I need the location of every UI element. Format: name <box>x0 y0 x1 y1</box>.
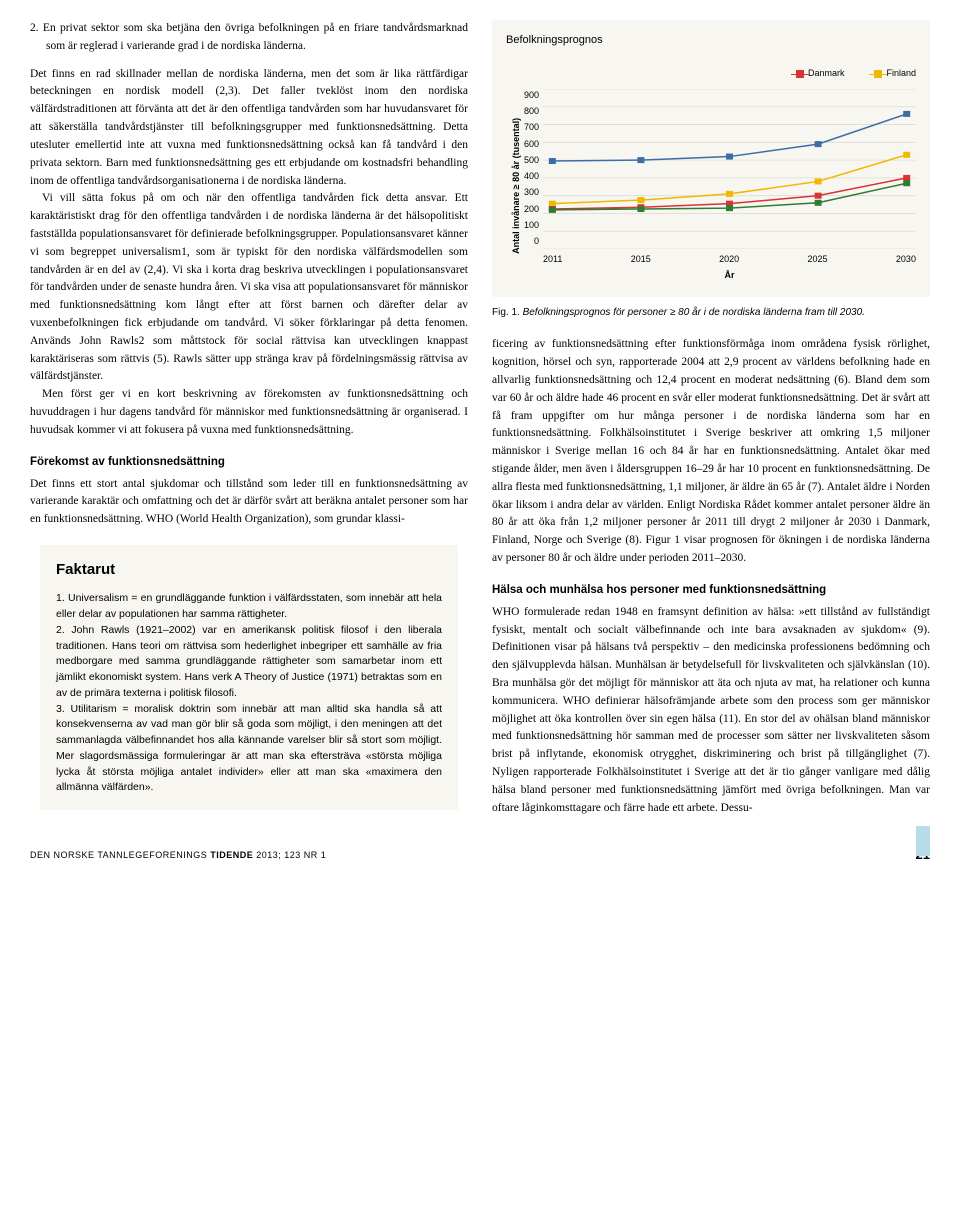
footer-journal-title: TIDENDE <box>210 850 253 860</box>
figure-label: Fig. 1. <box>492 307 520 318</box>
body-para: Vi vill sätta fokus på om och när den of… <box>30 190 468 386</box>
right-column: Befolkningsprognos Danmark Finland <box>492 20 930 817</box>
legend-marker-icon <box>874 70 882 78</box>
heading-halsa: Hälsa och munhälsa hos personer med funk… <box>492 582 930 600</box>
chart-plot-area <box>543 89 916 249</box>
legend-label: Finland <box>886 67 916 81</box>
page-footer: DEN NORSKE TANNLEGEFORENINGS TIDENDE 201… <box>30 847 930 862</box>
legend-marker-icon <box>796 70 804 78</box>
x-axis-label: År <box>543 269 916 283</box>
y-axis-label: Antal invånare ≥ 80 år (tusental) <box>506 89 524 283</box>
y-tick: 200 <box>524 203 539 217</box>
y-tick: 800 <box>524 105 539 119</box>
y-tick: 700 <box>524 121 539 135</box>
page-edge-tab <box>916 826 930 856</box>
y-tick: 300 <box>524 186 539 200</box>
footer-publisher: DEN NORSKE TANNLEGEFORENINGS <box>30 850 207 860</box>
x-tick: 2025 <box>808 253 828 267</box>
body-para: Men först ger vi en kort beskrivning av … <box>30 386 468 439</box>
x-tick: 2011 <box>543 253 562 267</box>
faktarut-item: 2. John Rawls (1921–2002) var en amerika… <box>56 623 442 702</box>
x-ticks: 2011 2015 2020 2025 2030 <box>543 253 916 267</box>
figure-caption-text: Befolkningsprognos för personer ≥ 80 år … <box>523 307 865 318</box>
chart-title: Befolkningsprognos <box>506 32 916 49</box>
body-para: WHO formulerade redan 1948 en framsynt d… <box>492 604 930 818</box>
y-tick: 400 <box>524 170 539 184</box>
legend-item-finland: Finland <box>874 67 916 81</box>
y-tick: 100 <box>524 219 539 233</box>
heading-forekomst: Förekomst av funktionsnedsättning <box>30 454 468 472</box>
body-para: Det finns ett stort antal sjukdomar och … <box>30 476 468 529</box>
chart-container: Befolkningsprognos Danmark Finland <box>492 20 930 297</box>
chart-legend: Danmark Finland <box>506 67 916 81</box>
faktarut-box: Faktarut 1. Universalism = en grundlägga… <box>40 545 458 810</box>
left-column: 2. En privat sektor som ska betjäna den … <box>30 20 468 817</box>
y-tick: 600 <box>524 138 539 152</box>
y-tick: 900 <box>524 89 539 103</box>
x-tick: 2020 <box>719 253 739 267</box>
faktarut-title: Faktarut <box>56 559 442 582</box>
list-item-2: 2. En privat sektor som ska betjäna den … <box>30 20 468 56</box>
x-tick: 2030 <box>896 253 916 267</box>
y-tick: 500 <box>524 154 539 168</box>
faktarut-item: 1. Universalism = en grundläggande funkt… <box>56 591 442 623</box>
faktarut-item: 3. Utilitarism = moralisk doktrin som in… <box>56 702 442 797</box>
legend-label: Danmark <box>808 67 845 81</box>
figure-caption: Fig. 1. Befolkningsprognos för personer … <box>492 305 930 321</box>
body-para: ficering av funktionsnedsättning efter f… <box>492 336 930 568</box>
y-ticks: 900 800 700 600 500 400 300 200 100 0 <box>524 89 543 249</box>
footer-issue: 2013; 123 NR 1 <box>256 850 326 860</box>
body-para: Det finns en rad skillnader mellan de no… <box>30 66 468 191</box>
footer-left: DEN NORSKE TANNLEGEFORENINGS TIDENDE 201… <box>30 850 326 860</box>
legend-item-danmark: Danmark <box>796 67 845 81</box>
y-tick: 0 <box>524 235 539 249</box>
x-tick: 2015 <box>631 253 651 267</box>
